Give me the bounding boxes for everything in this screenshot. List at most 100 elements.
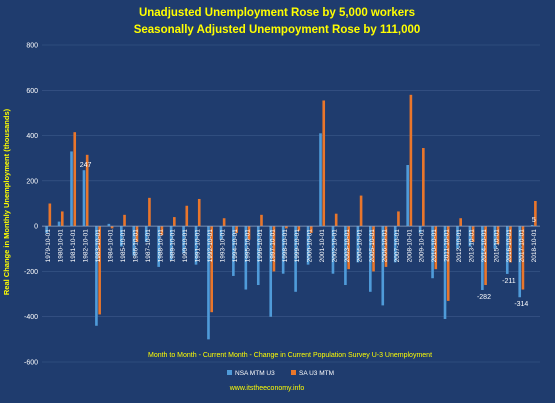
sa-bar [285,226,288,229]
nsa-bar [45,226,48,233]
nsa-bar [530,225,534,227]
data-label: -211 [502,278,516,285]
x-tick-label: 1987-10-01 [145,229,152,263]
nsa-bar [232,226,235,276]
nsa-bar [82,170,86,227]
sa-bar [322,100,326,227]
nsa-bar [256,226,260,286]
data-label: -282 [477,294,491,301]
x-tick-label: 2016-10-01 [506,229,513,263]
nsa-bar [120,226,123,247]
sa-bar [98,226,101,315]
x-tick-label: 2001-10-01 [319,229,326,263]
sa-bar [521,226,525,290]
x-tick-label: 2014-10-01 [481,229,488,263]
nsa-bar [169,226,173,261]
y-tick-label: 0 [34,224,38,231]
x-tick-label: 1980-10-01 [58,229,65,263]
sa-bar [409,94,413,227]
y-tick-label: 600 [26,88,38,95]
nsa-bar [269,226,273,317]
legend: NSA MTM U3 SA U3 MTM [227,370,334,377]
x-tick-label: 2015-10-01 [493,229,500,263]
x-tick-label: 1989-10-01 [170,229,177,263]
sa-bar [509,226,512,263]
sa-bar [85,154,89,227]
sa-bar [148,197,151,227]
x-tick-label: 1997-10-01 [269,229,276,263]
sa-bar [197,198,201,227]
nsa-bar [468,226,472,247]
nsa-bar [132,226,136,256]
nsa-bar [393,226,397,263]
data-labels: 247 -282 -211 -314 5 [80,162,536,308]
nsa-bar [306,226,310,265]
y-tick-labels: 800 600 400 200 0 -200 -400 -600 [24,43,38,367]
x-tick-label: 2011-10-01 [444,229,451,262]
nsa-bar [219,226,223,240]
x-tick-label: 2003-10-01 [344,229,351,263]
sa-bar [222,218,226,227]
sa-bar [484,226,487,286]
nsa-bar [443,226,447,319]
nsa-bar [381,226,385,306]
nsa-bar [518,226,522,298]
x-tick-label: 1982-10-01 [83,229,90,263]
nsa-bar [319,133,322,227]
nsa-bar [505,226,509,274]
x-tick-label: 1992-10-01 [207,229,214,263]
nsa-bar [481,226,484,290]
y-tick-label: -200 [24,269,38,276]
legend-swatch-sa [291,370,296,375]
x-tick-label: 1986-10-01 [132,229,139,263]
sa-bar [496,226,500,245]
sa-bar [471,226,475,242]
sa-bar [384,226,388,267]
nsa-bar [95,226,98,326]
nsa-bar [157,226,160,267]
sa-bar [173,217,176,227]
x-tick-label: 1979-10-01 [45,229,52,263]
data-label: -314 [514,301,528,308]
sa-bar [123,214,126,227]
sa-bar [235,226,238,233]
x-tick-label: 2005-10-01 [369,229,376,263]
sa-bar [297,226,301,231]
x-tick-label: 2007-10-01 [394,229,401,263]
sa-bar [247,226,251,240]
x-tick-label: 1998-10-01 [282,229,289,263]
nsa-bar [356,226,360,263]
legend-swatch-nsa [227,370,232,375]
x-tick-label: 2002-10-01 [332,229,339,263]
nsa-bar [406,165,409,227]
nsa-bar [70,151,73,227]
chart-title: Unadjusted Unemployment Rose by 5,000 wo… [139,7,415,19]
y-tick-label: 400 [26,133,38,140]
x-tick-label: 2010-10-01 [431,229,438,263]
sa-bar [397,211,400,227]
sa-bar [135,226,139,242]
nsa-bar [294,226,297,292]
sa-bar [160,226,164,236]
nsa-bar [244,226,248,290]
nsa-bar [493,226,497,249]
nsa-bar [207,226,210,340]
sa-bar [73,132,77,227]
x-tick-label: 2017-10-01 [518,229,525,263]
sa-bar [359,195,363,227]
x-tick-label: 1994-10-01 [232,229,239,263]
sa-bar [422,148,425,227]
grid-lines [42,44,540,363]
source-label: www.itstheeconomy.info [229,385,305,392]
legend-label-sa: SA U3 MTM [299,370,334,377]
x-tick-label: 2018-10-01 [531,229,538,263]
sa-bar [60,211,64,227]
nsa-bar [431,226,434,279]
x-tick-label: 2004-10-01 [356,229,363,263]
sa-bar [446,226,450,301]
y-tick-label: 800 [26,43,38,50]
nsa-bar [369,226,372,292]
x-tick-label: 1981-10-01 [70,229,77,263]
